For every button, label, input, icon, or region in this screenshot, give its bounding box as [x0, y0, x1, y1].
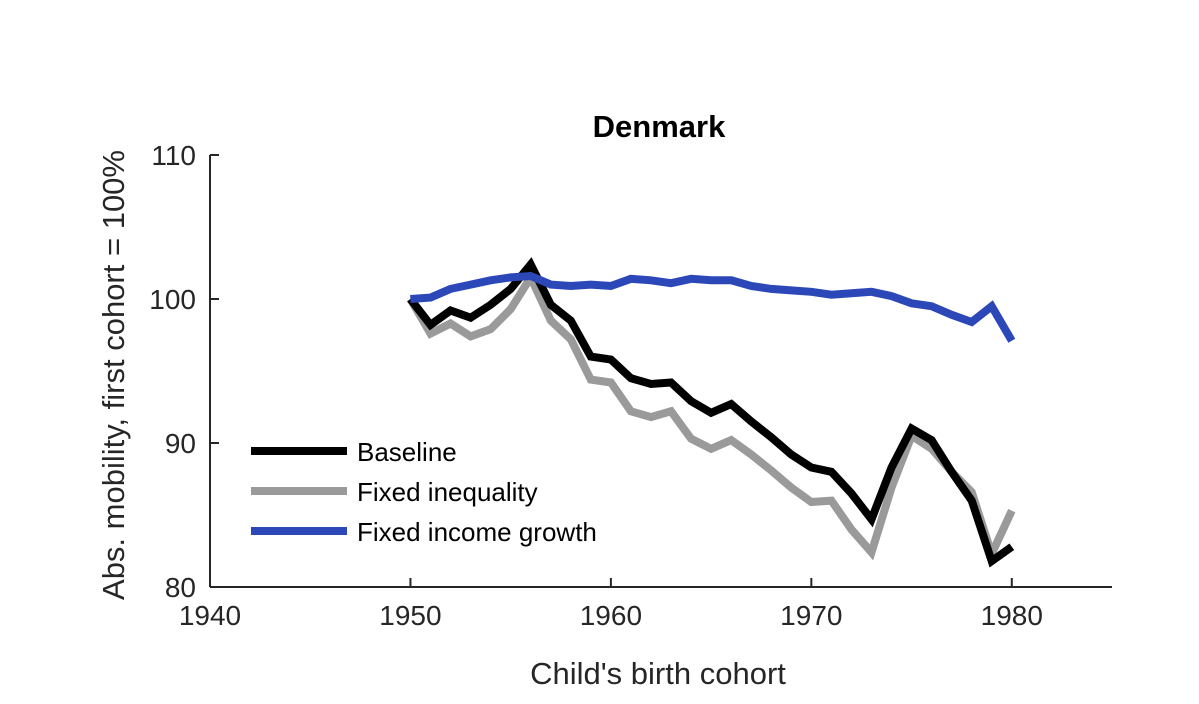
- y-tick-label: 100: [149, 284, 196, 315]
- y-tick-label: 90: [165, 428, 196, 459]
- x-axis-label: Child's birth cohort: [530, 656, 786, 691]
- series-layer: [406, 257, 1016, 568]
- x-tick-label: 1950: [379, 600, 441, 631]
- y-axis-label: Abs. mobility, first cohort = 100%: [96, 150, 131, 600]
- ticks-layer: 1940 1950 1960 1970 1980 80 90 100 110: [149, 140, 1043, 631]
- y-tick-label: 80: [165, 572, 196, 603]
- plot-area: 1940 1950 1960 1970 1980 80 90 100 110: [149, 140, 1112, 631]
- legend-label: Fixed income growth: [357, 517, 597, 547]
- series-line-baseline: [407, 257, 1015, 568]
- x-tick-label: 1940: [179, 600, 241, 631]
- y-tick-label: 110: [151, 140, 196, 171]
- chart-title: Denmark: [593, 109, 726, 144]
- legend: Baseline Fixed inequality Fixed income gro…: [251, 437, 597, 547]
- x-tick-label: 1980: [981, 600, 1043, 631]
- legend-label: Fixed inequality: [357, 477, 538, 507]
- x-tick-label: 1970: [780, 600, 842, 631]
- series-line-fixed-income-growth: [410, 271, 1016, 343]
- x-tick-label: 1960: [580, 600, 642, 631]
- legend-label: Baseline: [357, 437, 457, 467]
